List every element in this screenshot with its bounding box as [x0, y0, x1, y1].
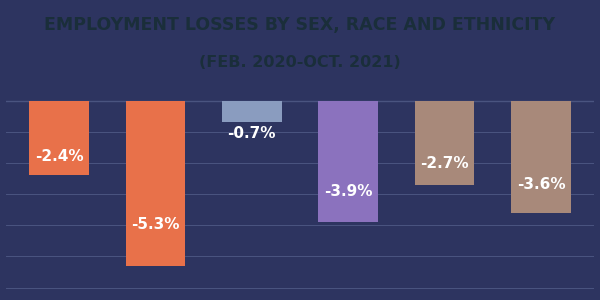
Bar: [511, 100, 571, 213]
Text: EMPLOYMENT LOSSES BY SEX, RACE AND ETHNICITY: EMPLOYMENT LOSSES BY SEX, RACE AND ETHNI…: [44, 16, 556, 34]
Bar: [319, 100, 378, 222]
Text: -2.7%: -2.7%: [420, 156, 469, 171]
Text: -2.4%: -2.4%: [35, 149, 83, 164]
Bar: [125, 100, 185, 266]
Text: (FEB. 2020-OCT. 2021): (FEB. 2020-OCT. 2021): [199, 55, 401, 70]
Bar: [222, 100, 281, 122]
Bar: [29, 100, 89, 176]
Text: -0.7%: -0.7%: [227, 126, 276, 141]
Text: -3.9%: -3.9%: [324, 184, 373, 199]
Text: -3.6%: -3.6%: [517, 177, 565, 192]
Text: -5.3%: -5.3%: [131, 217, 179, 232]
Bar: [415, 100, 475, 185]
